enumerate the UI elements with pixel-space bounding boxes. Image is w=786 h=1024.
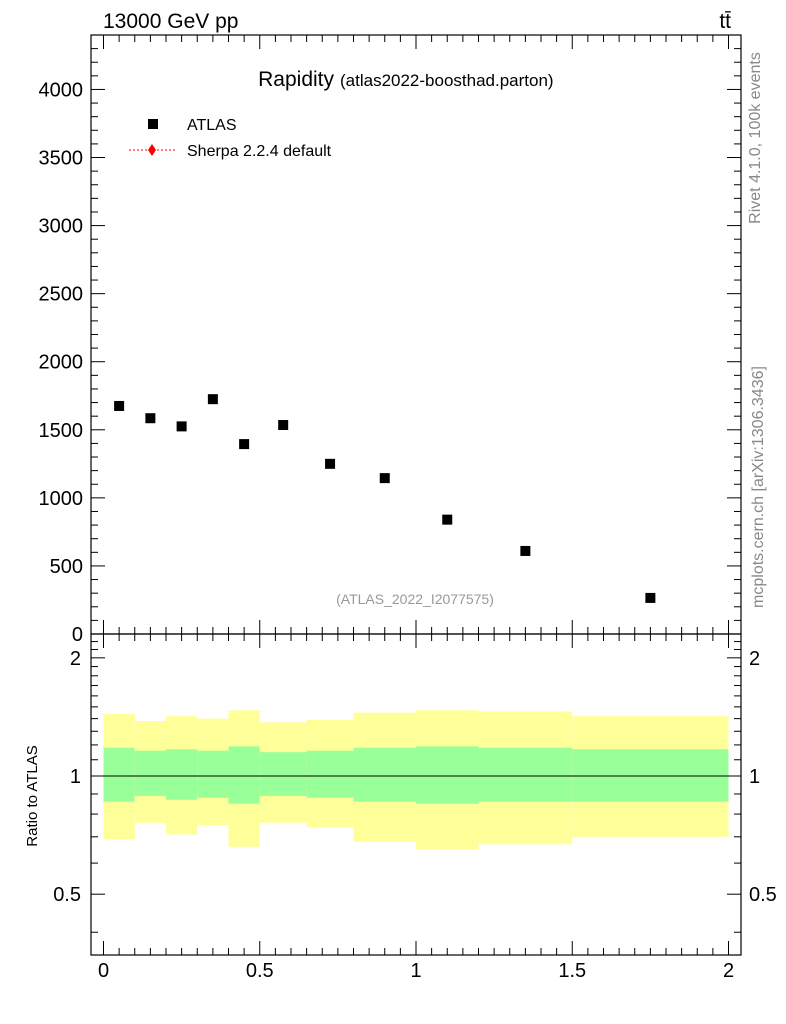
ratio-y-axis-label: Ratio to ATLAS (24, 745, 41, 846)
legend-atlas-label: ATLAS (187, 117, 237, 134)
main-x-ticks (103, 35, 729, 634)
green-uncertainty-band (103, 747, 135, 802)
ratio-y-tick-label-right: 1 (749, 766, 760, 788)
plot-title: Rapidity (258, 68, 334, 91)
green-uncertainty-band (416, 746, 479, 804)
main-y-tick-label: 2500 (39, 284, 84, 306)
green-uncertainty-band (166, 749, 198, 800)
atlas-data-point (325, 458, 336, 469)
atlas-data-point (645, 592, 656, 603)
main-y-tick-label: 3500 (39, 148, 84, 170)
atlas-data-point (114, 400, 125, 411)
atlas-data-point (207, 394, 218, 405)
plot-subtitle: (atlas2022-boosthad.parton) (340, 71, 554, 90)
ratio-y-tick-label-right: 2 (749, 648, 760, 670)
atlas-data-point (176, 421, 187, 432)
main-y-tick-label: 0 (72, 624, 83, 646)
main-y-tick-label: 1500 (39, 420, 84, 442)
ratio-y-tick-label-right: 0.5 (749, 884, 777, 906)
atlas-data-point (278, 420, 289, 431)
ratio-y-axis: 0.5 0.5 1 1 2 2 (53, 641, 777, 933)
ratio-x-axis: 0 0.5 1 1.5 2 (98, 634, 734, 982)
x-tick-label: 0.5 (246, 960, 274, 982)
main-y-tick-label: 1000 (39, 488, 84, 510)
green-uncertainty-band (197, 750, 229, 798)
green-uncertainty-band (259, 752, 307, 796)
main-y-axis: 0 500 1000 1500 2000 2500 3000 3500 4000 (39, 34, 741, 646)
atlas-data-point (239, 439, 250, 450)
ratio-y-tick-label: 2 (70, 648, 81, 670)
analysis-watermark: (ATLAS_2022_I2077575) (336, 591, 494, 607)
ratio-uncertainty-bands (103, 710, 729, 850)
green-uncertainty-band (353, 747, 416, 802)
legend-atlas-marker (148, 119, 158, 129)
green-uncertainty-band (306, 750, 354, 798)
main-y-tick-label: 4000 (39, 79, 84, 101)
green-uncertainty-band (572, 749, 729, 802)
atlas-data-point (520, 545, 531, 556)
main-data-points (114, 394, 656, 603)
collision-energy-label: 13000 GeV pp (103, 10, 238, 33)
legend-sherpa-label: Sherpa 2.2.4 default (187, 143, 332, 160)
legend-sherpa-marker (148, 144, 156, 156)
x-tick-label: 2 (723, 960, 734, 982)
green-uncertainty-band (478, 747, 573, 802)
main-y-tick-label: 500 (50, 556, 83, 578)
rivet-version-label: Rivet 4.1.0, 100k events (747, 52, 764, 224)
x-tick-label: 0 (98, 960, 109, 982)
green-uncertainty-band (134, 750, 166, 796)
main-y-tick-label: 2000 (39, 352, 84, 374)
mcplots-reference-label: mcplots.cern.ch [arXiv:1306.3436] (750, 366, 767, 608)
atlas-data-point (442, 514, 453, 525)
atlas-data-point (145, 413, 156, 424)
process-label: tt̄ (719, 10, 731, 33)
x-tick-label: 1 (410, 960, 421, 982)
ratio-panel: 0.5 0.5 1 1 2 2 0 0.5 1 1.5 2 Ratio to ATLAS (24, 633, 777, 982)
legend: ATLAS Sherpa 2.2.4 default (129, 117, 332, 160)
ratio-y-tick-label: 1 (70, 766, 81, 788)
atlas-data-point (379, 473, 390, 484)
main-panel: 0 500 1000 1500 2000 2500 3000 3500 4000 Rapidit… (39, 34, 742, 646)
x-tick-label: 1.5 (558, 960, 586, 982)
main-y-tick-label: 3000 (39, 216, 84, 238)
green-uncertainty-band (228, 746, 260, 804)
ratio-y-tick-label: 0.5 (53, 884, 81, 906)
